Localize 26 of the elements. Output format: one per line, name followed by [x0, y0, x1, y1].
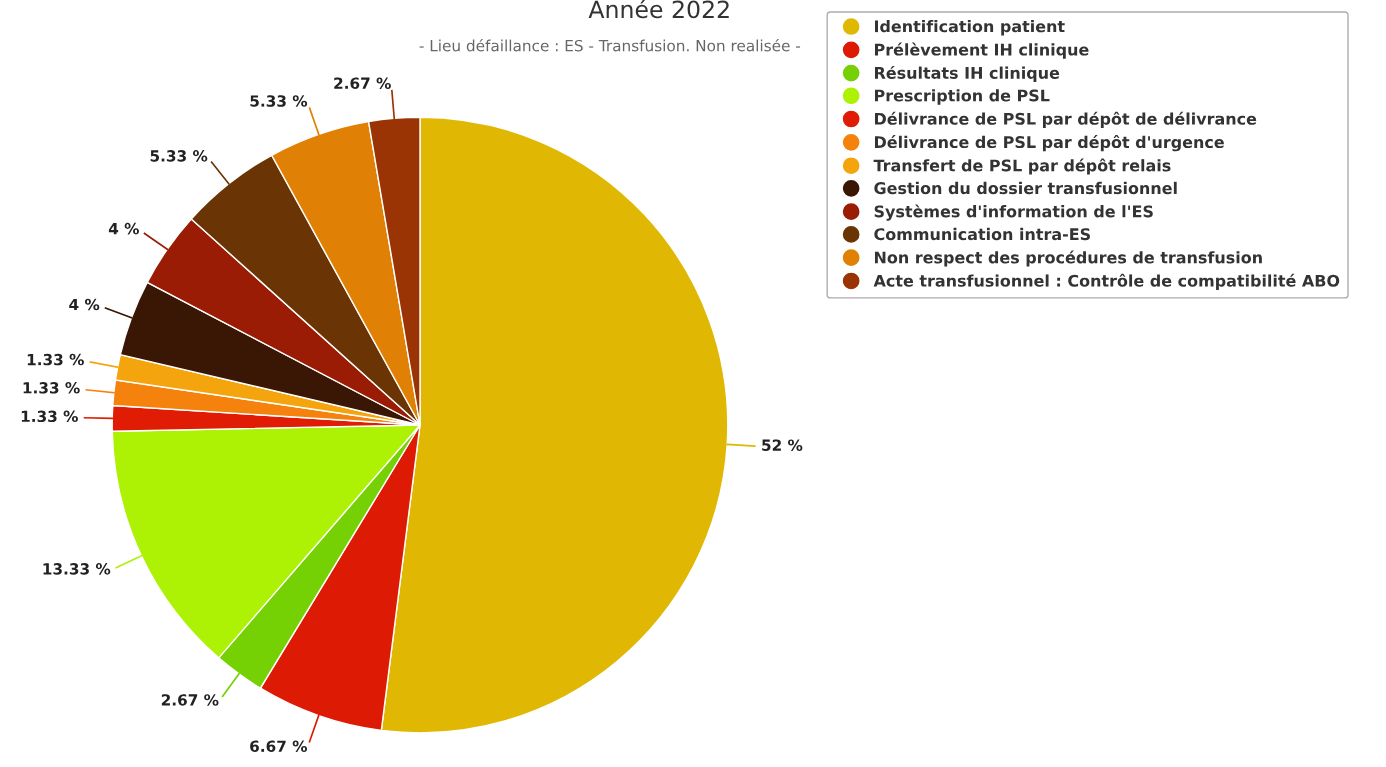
data-label: 13.33 %: [43, 563, 111, 575]
legend-label: Systèmes d'information de l'ES: [874, 204, 1153, 221]
data-label: 5.33 %: [250, 95, 308, 107]
data-label: 4 %: [69, 298, 100, 311]
legend-label: Délivrance de PSL par dépôt d'urgence: [874, 135, 1224, 152]
legend-label: Communication intra-ES: [874, 227, 1090, 241]
legend-label: Transfert de PSL par dépôt relais: [873, 158, 1171, 175]
data-label: 2.67 %: [334, 77, 391, 89]
data-label: 52 %: [762, 439, 803, 451]
legend-label: Gestion du dossier transfusionnel: [874, 181, 1177, 195]
data-label: 1.33 %: [21, 410, 78, 423]
legend-label: Délivrance de PSL par dépôt de délivrance: [874, 111, 1257, 128]
text: - Lieu défaillance : ES - Transfusion. Non realisée -: [419, 39, 801, 52]
chart-title: Année 2022: [588, 0, 729, 19]
legend-label: Acte transfusionnel : Contrôle de compatibilité ABO: [873, 273, 1340, 290]
data-label: 2.67 %: [161, 694, 219, 706]
data-label: 1.33 %: [23, 382, 80, 394]
data-label: 5.33 %: [150, 150, 208, 162]
legend-label: Identification patient: [874, 19, 1065, 36]
legend-label: Résultats IH clinique: [874, 65, 1060, 82]
legend-label: Prescription de PSL: [874, 89, 1050, 105]
legend-label: Non respect des procédures de transfusion: [874, 250, 1262, 267]
data-label: 6.67 %: [250, 740, 308, 753]
data-label: 4 %: [108, 222, 139, 235]
legend-label: Prélèvement IH clinique: [874, 42, 1089, 59]
data-label: 1.33 %: [27, 353, 84, 366]
